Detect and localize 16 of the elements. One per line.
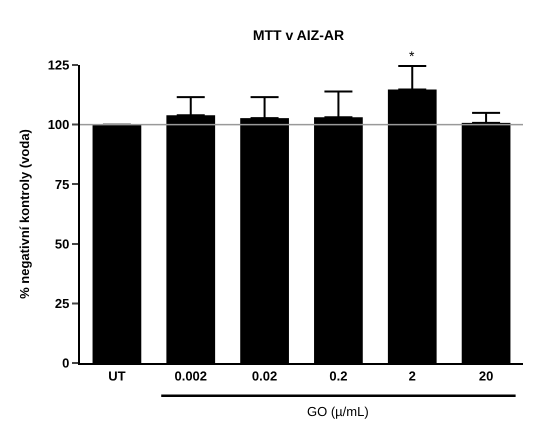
x-axis-title: GO (µ/mL) bbox=[307, 404, 369, 419]
x-tick-label: 0.02 bbox=[252, 368, 278, 384]
x-tick-label: 2 bbox=[408, 368, 416, 384]
y-tick-label: 75 bbox=[54, 176, 70, 192]
x-tick-label: 0.002 bbox=[174, 368, 208, 384]
chart-title: MTT v AIZ-AR bbox=[252, 27, 344, 44]
y-tick-label: 125 bbox=[48, 58, 70, 73]
y-tick-label: 0 bbox=[62, 356, 70, 371]
x-tick-label: 20 bbox=[478, 368, 494, 384]
y-tick-label: 50 bbox=[54, 236, 70, 252]
x-tick-label: UT bbox=[108, 368, 126, 384]
annotation: * bbox=[409, 48, 415, 64]
x-tick-label: 0.2 bbox=[329, 368, 348, 384]
y-tick-label: 100 bbox=[48, 117, 70, 132]
y-tick-label: 25 bbox=[54, 296, 70, 311]
y-axis-title: % negativní kontroly (voda) bbox=[17, 129, 32, 299]
